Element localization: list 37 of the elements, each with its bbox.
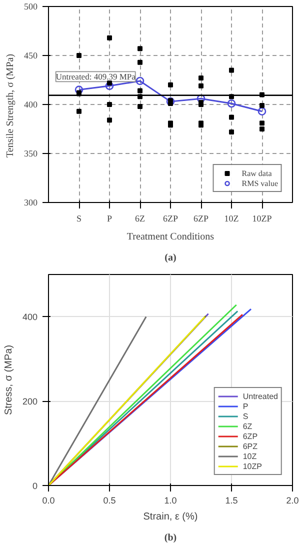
- legend-label: 6ZP: [242, 431, 259, 441]
- legend-label: Raw data: [242, 168, 272, 178]
- x-tick-label: 0.0: [42, 496, 55, 506]
- y-tick-label: 450: [24, 50, 38, 60]
- x-tick-label: 1.0: [164, 496, 177, 506]
- x-tick-label: 6Z: [135, 214, 145, 224]
- y-tick-label: 350: [24, 148, 38, 158]
- legend-label: P: [242, 401, 250, 411]
- x-tick-label: P: [106, 214, 112, 224]
- legend-label: S: [242, 411, 250, 421]
- y-tick-label: 200: [22, 396, 38, 407]
- legend-label: 10Z: [242, 451, 258, 461]
- text: (b): [164, 532, 177, 544]
- legend-label: 10ZP: [242, 461, 263, 471]
- x-tick-label: 6ZP: [163, 214, 178, 224]
- x-tick-label: 2.0: [286, 496, 299, 506]
- y-axis-title: Tensile Strength, σ (MPa): [5, 54, 16, 158]
- legend-label: Untreated: [242, 391, 278, 401]
- x-tick-label: 10ZP: [252, 214, 272, 224]
- x-axis-title: Strain, ε (%): [143, 512, 198, 522]
- y-tick-label: 0: [32, 481, 38, 491]
- y-tick-label: 500: [24, 2, 38, 12]
- legend-label: 6PZ: [242, 441, 259, 451]
- ref-line-label: Untreated: 409.39 MPa: [56, 72, 136, 82]
- text: (a): [164, 252, 176, 264]
- x-tick-label: 10Z: [224, 214, 239, 224]
- y-tick-label: 400: [22, 312, 38, 322]
- y-tick-label: 400: [24, 100, 38, 110]
- legend-label: 6Z: [242, 421, 254, 431]
- x-tick-label: S: [76, 214, 82, 224]
- legend-label: RMS value: [242, 178, 278, 188]
- x-tick-label: 6ZP: [194, 214, 209, 224]
- y-axis-title: Stress, σ (MPa): [3, 344, 14, 416]
- y-tick-label: 300: [24, 198, 38, 208]
- x-axis-title: Treatment Conditions: [126, 232, 214, 242]
- x-tick-label: 0.5: [103, 496, 116, 506]
- x-tick-label: 1.5: [225, 496, 238, 506]
